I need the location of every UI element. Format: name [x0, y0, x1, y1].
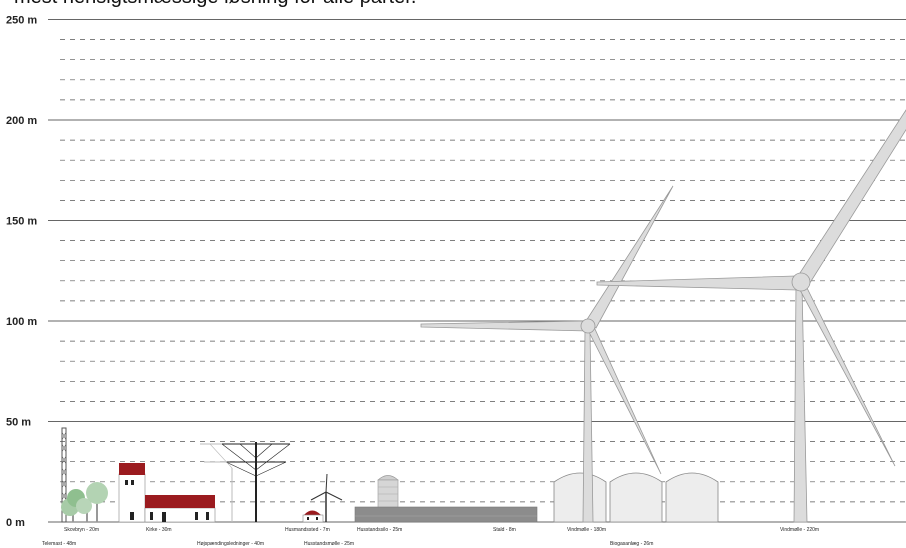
- caption-husmandssted: Husmandssted - 7m: [285, 527, 330, 533]
- caption-stald: Stald - 8m: [493, 527, 516, 533]
- husstandsmoelle-small-turbine: [310, 473, 343, 522]
- caption-husstandsmoelle: Husstandsmølle - 25m: [304, 541, 354, 547]
- y-axis-label: 50 m: [6, 417, 31, 429]
- caption-husstandssilo: Husstandssilo - 25m: [357, 527, 402, 533]
- vindmoelle-180m: [420, 185, 674, 523]
- height-axis-labels: 0 m 50 m 100 m 150 m 200 m 250 m: [6, 15, 37, 530]
- y-axis-label: 100 m: [6, 316, 37, 328]
- kirke-church: [118, 463, 216, 523]
- y-axis-label: 250 m: [6, 15, 37, 27]
- husmandssted-house: [302, 510, 324, 523]
- caption-vindmoelle-220: Vindmølle - 220m: [780, 527, 819, 533]
- caption-biogasanlaeg: Biogasanlæg - 26m: [610, 541, 653, 547]
- y-axis-label: 0 m: [6, 517, 25, 529]
- stald-barn: [354, 506, 538, 523]
- caption-hoejspaending: Højspændingsledninger - 40m: [197, 541, 264, 547]
- hoejspaendingsmast-ghost: [200, 443, 233, 522]
- vindmoelle-220m: [596, 109, 906, 523]
- height-grid: [48, 19, 906, 523]
- biogasanlaeg-tanks: [553, 472, 719, 523]
- husstandssilo: [377, 475, 399, 509]
- caption-telemast: Telemast - 48m: [42, 541, 76, 547]
- skovbryn-trees: [61, 482, 108, 522]
- y-axis-label: 150 m: [6, 216, 37, 228]
- hoejspaendingsmast: [221, 442, 291, 522]
- caption-kirke: Kirke - 30m: [146, 527, 172, 533]
- caption-vindmoelle-180: Vindmølle - 180m: [567, 527, 606, 533]
- object-captions: Telemast - 48m Skovbryn - 20m Kirke - 30m H…: [42, 527, 819, 547]
- intro-text-fragment: mest hensigtsmæssige løsning for alle pa…: [14, 0, 416, 9]
- y-axis-label: 200 m: [6, 115, 37, 127]
- caption-skovbryn: Skovbryn - 20m: [64, 527, 99, 533]
